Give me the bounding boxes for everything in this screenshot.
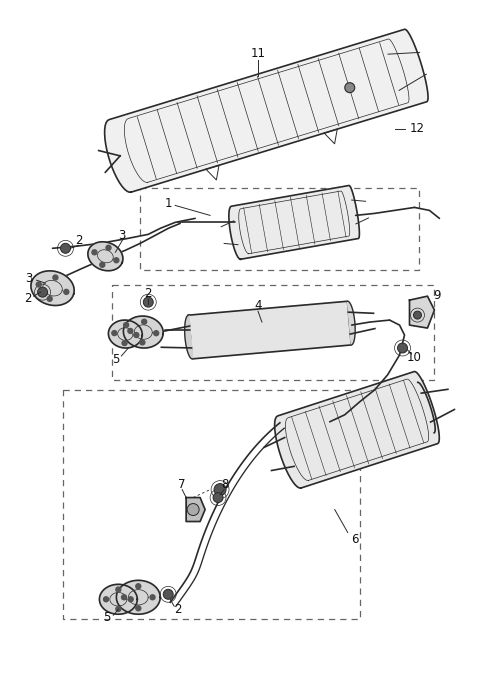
Circle shape — [106, 245, 111, 250]
Circle shape — [60, 244, 71, 253]
Text: 2: 2 — [144, 287, 152, 300]
Circle shape — [47, 296, 52, 301]
Polygon shape — [189, 301, 351, 359]
Text: 8: 8 — [221, 478, 229, 491]
Circle shape — [37, 287, 48, 298]
Circle shape — [345, 83, 355, 92]
Circle shape — [92, 250, 97, 255]
Circle shape — [64, 289, 69, 295]
Text: 4: 4 — [254, 299, 262, 312]
Circle shape — [136, 606, 141, 611]
Polygon shape — [117, 580, 160, 614]
Circle shape — [214, 484, 226, 496]
Polygon shape — [409, 296, 434, 328]
Polygon shape — [31, 271, 74, 305]
Polygon shape — [105, 29, 428, 193]
Polygon shape — [88, 241, 123, 271]
Circle shape — [114, 258, 119, 262]
Text: 5: 5 — [112, 354, 119, 367]
Text: 7: 7 — [179, 478, 186, 491]
Circle shape — [128, 328, 133, 333]
Polygon shape — [123, 316, 163, 348]
Circle shape — [187, 503, 199, 515]
Text: 2: 2 — [24, 292, 31, 304]
Circle shape — [53, 275, 58, 280]
Circle shape — [413, 311, 421, 319]
Polygon shape — [275, 372, 439, 488]
Text: 5: 5 — [103, 610, 110, 624]
Circle shape — [128, 597, 133, 602]
Circle shape — [112, 330, 117, 335]
Polygon shape — [229, 186, 360, 259]
Circle shape — [144, 298, 153, 307]
Circle shape — [163, 589, 173, 599]
Text: 6: 6 — [351, 533, 359, 546]
Polygon shape — [185, 315, 192, 359]
Circle shape — [136, 584, 141, 589]
Text: 2: 2 — [75, 234, 82, 247]
Circle shape — [100, 262, 105, 267]
Circle shape — [116, 606, 121, 612]
Circle shape — [154, 330, 159, 336]
Circle shape — [121, 595, 127, 600]
Text: 10: 10 — [407, 351, 422, 365]
Circle shape — [140, 340, 145, 345]
Text: 11: 11 — [251, 48, 265, 60]
Polygon shape — [108, 320, 142, 348]
Circle shape — [150, 595, 155, 600]
Text: 3: 3 — [119, 229, 126, 241]
Text: 12: 12 — [410, 122, 425, 135]
Circle shape — [134, 332, 139, 337]
Circle shape — [397, 343, 408, 353]
Circle shape — [36, 282, 41, 287]
Text: 9: 9 — [433, 288, 441, 302]
Text: 1: 1 — [165, 197, 172, 210]
Circle shape — [142, 319, 147, 324]
Circle shape — [116, 587, 121, 592]
Circle shape — [104, 597, 108, 602]
Text: 2: 2 — [174, 603, 182, 616]
Polygon shape — [99, 584, 137, 614]
Circle shape — [124, 323, 129, 328]
Circle shape — [122, 341, 127, 346]
Polygon shape — [186, 498, 205, 522]
Text: 3: 3 — [25, 272, 32, 285]
Polygon shape — [348, 301, 355, 345]
Circle shape — [213, 493, 223, 503]
